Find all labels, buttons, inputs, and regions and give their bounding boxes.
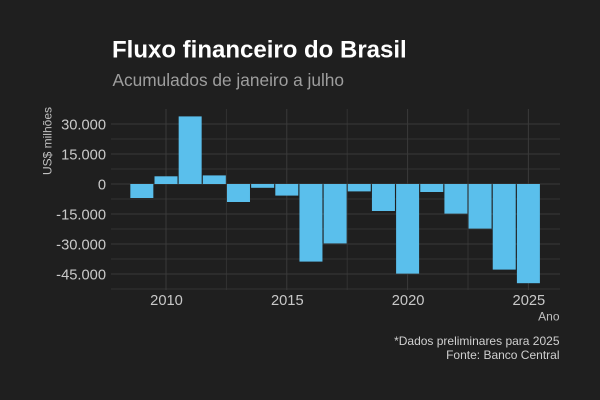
svg-text:2025: 2025: [513, 293, 546, 309]
svg-text:15.000: 15.000: [61, 147, 106, 163]
svg-text:-30.000: -30.000: [56, 237, 106, 253]
svg-text:2015: 2015: [271, 293, 304, 309]
svg-text:*Dados preliminares para 2025: *Dados preliminares para 2025: [394, 334, 560, 348]
svg-text:0: 0: [98, 177, 106, 193]
svg-text:Fluxo financeiro do Brasil: Fluxo financeiro do Brasil: [112, 36, 407, 63]
svg-text:-15.000: -15.000: [56, 207, 106, 223]
svg-text:US$ milhões: US$ milhões: [41, 107, 55, 175]
svg-text:Ano: Ano: [538, 310, 560, 324]
svg-text:Fonte: Banco Central: Fonte: Banco Central: [446, 348, 559, 362]
svg-text:30.000: 30.000: [61, 117, 106, 133]
svg-text:Acumulados de janeiro a julho: Acumulados de janeiro a julho: [113, 70, 345, 90]
svg-text:2010: 2010: [150, 293, 183, 309]
svg-text:-45.000: -45.000: [56, 267, 106, 283]
svg-text:2020: 2020: [392, 293, 425, 309]
